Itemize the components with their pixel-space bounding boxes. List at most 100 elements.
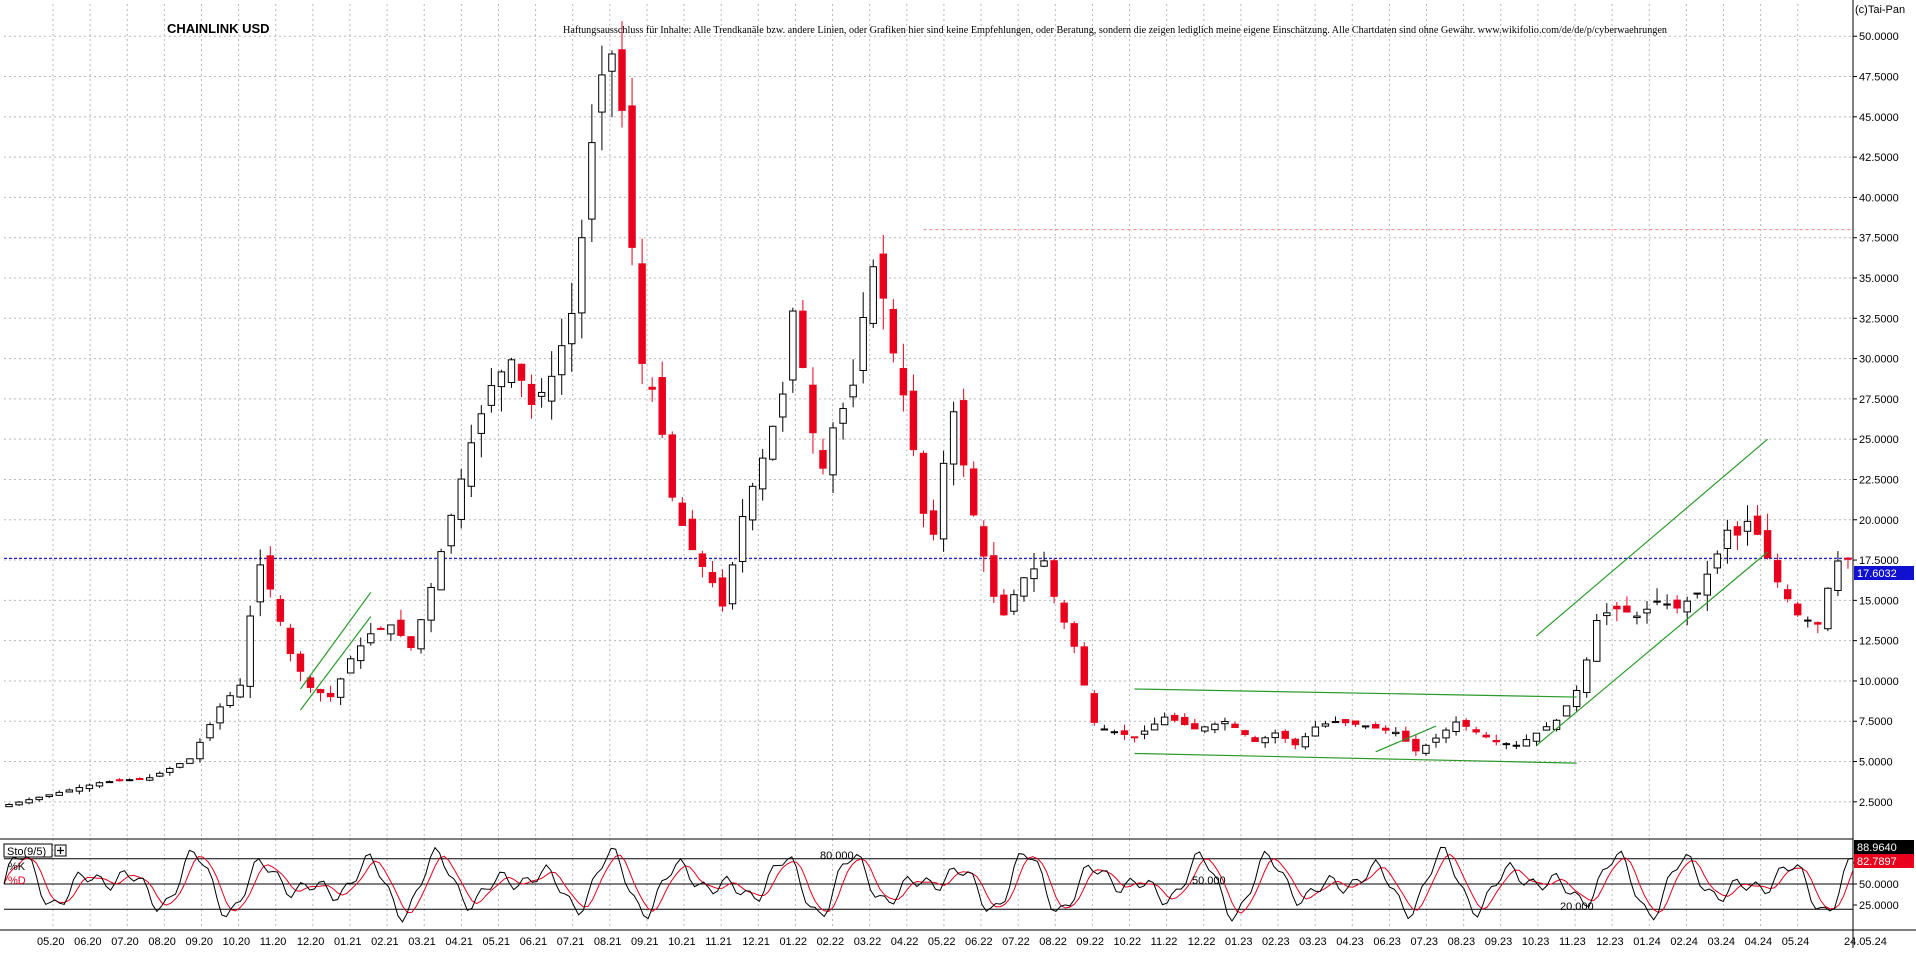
time-tick-label: 08.20	[148, 936, 176, 948]
candle-body	[1402, 730, 1410, 742]
current-price-box	[1854, 566, 1914, 580]
candle-body	[970, 468, 978, 516]
candle-body	[889, 308, 898, 354]
candle-body	[758, 457, 767, 490]
candle-body	[1060, 602, 1068, 623]
candle-body	[1713, 553, 1722, 569]
candle-body	[779, 393, 787, 418]
indicator-name: Sto(9/5)	[7, 846, 46, 858]
candle-body	[1291, 738, 1300, 746]
candle-body	[1050, 560, 1058, 597]
plus-icon	[57, 847, 64, 854]
candle-body	[708, 572, 717, 584]
candle-body	[1683, 600, 1691, 613]
price-tick-label: 7.5000	[1859, 716, 1893, 728]
candle-body	[1733, 526, 1742, 536]
candle-body	[75, 787, 84, 792]
candle-body	[1633, 615, 1641, 619]
candle-body	[829, 427, 837, 476]
candle-body	[648, 386, 656, 390]
candle-body	[226, 695, 234, 707]
candle-body	[769, 425, 777, 460]
candle-body	[387, 624, 395, 635]
candle-body	[939, 462, 948, 540]
candle-body	[135, 778, 144, 781]
candle-body	[437, 551, 445, 591]
candle-body	[1512, 744, 1521, 747]
candle-body	[196, 741, 204, 760]
time-tick-label: 01.22	[779, 936, 807, 948]
candle-body	[1703, 573, 1712, 596]
price-tick-label: 42.5000	[1859, 152, 1899, 164]
candle-body	[618, 49, 626, 111]
time-tick-label: 01.23	[1225, 936, 1253, 948]
candle-body	[658, 377, 666, 435]
candle-body	[316, 689, 325, 694]
candle-body	[166, 767, 174, 773]
candle-body	[628, 105, 636, 248]
time-tick-label: 03.23	[1299, 936, 1327, 948]
time-tick-label: 05.24	[1782, 936, 1810, 948]
candle-body	[1211, 723, 1219, 731]
price-tick-label: 20.0000	[1859, 515, 1899, 527]
candle-body	[1231, 723, 1239, 729]
candle-body	[206, 724, 214, 739]
candle-body	[1783, 589, 1792, 600]
price-tick-label: 37.5000	[1859, 233, 1899, 245]
candle-body	[1412, 738, 1420, 752]
d-value-box	[1854, 854, 1914, 868]
candle-body	[15, 801, 23, 806]
time-tick-label: 11.22	[1151, 936, 1178, 948]
candle-body	[578, 237, 586, 314]
trend-channel-line	[1536, 551, 1768, 746]
candle-body	[1693, 592, 1701, 595]
candle-body	[276, 598, 285, 622]
time-tick-label: 04.24	[1745, 936, 1773, 948]
candle-body	[1181, 716, 1189, 726]
price-tick-label: 17.5000	[1859, 555, 1899, 567]
stochastic-d-line	[3, 853, 1854, 914]
candle-body	[1382, 727, 1390, 731]
candle-body	[799, 310, 807, 368]
candle-body	[748, 485, 757, 521]
candle-body	[5, 803, 13, 808]
candle-body	[1140, 730, 1149, 735]
candle-body	[527, 383, 536, 406]
time-tick-label: 11.20	[260, 936, 287, 948]
candle-body	[417, 619, 425, 650]
candles	[5, 21, 1852, 808]
candle-body	[156, 772, 164, 777]
time-tick-label: 04.22	[891, 936, 919, 948]
time-tick-label: 12.23	[1596, 936, 1624, 948]
time-tick-label: 02.22	[817, 936, 845, 948]
candle-body	[1392, 731, 1400, 735]
candle-body	[176, 763, 184, 768]
candle-body	[1492, 739, 1500, 743]
candle-body	[959, 400, 968, 466]
price-tick-label: 45.0000	[1859, 112, 1899, 124]
candle-body	[246, 615, 254, 687]
candle-body	[909, 390, 918, 451]
time-tick-label: 09.22	[1076, 936, 1104, 948]
candle-body	[849, 384, 857, 398]
candle-body	[145, 777, 154, 781]
candle-body	[85, 784, 94, 790]
price-tick-label: 32.5000	[1859, 313, 1899, 325]
time-tick-label: 12.21	[742, 936, 770, 948]
price-tick-label: 50.0000	[1859, 31, 1899, 43]
time-tick-label: 07.22	[1002, 936, 1030, 948]
trend-channel-line	[1134, 752, 1577, 764]
candle-body	[487, 385, 496, 406]
candle-body	[859, 316, 867, 371]
price-tick-label: 25.0000	[1859, 434, 1899, 446]
trend-channel-line	[299, 616, 372, 711]
candle-body	[608, 53, 616, 72]
time-tick-label: 12.20	[297, 936, 325, 948]
candle-body	[1100, 728, 1109, 731]
candle-body	[1804, 619, 1812, 622]
candle-body	[45, 794, 53, 798]
candle-body	[990, 555, 998, 597]
candle-body	[1030, 568, 1038, 580]
price-tick-label: 12.5000	[1859, 636, 1899, 648]
candle-body	[1281, 730, 1289, 739]
